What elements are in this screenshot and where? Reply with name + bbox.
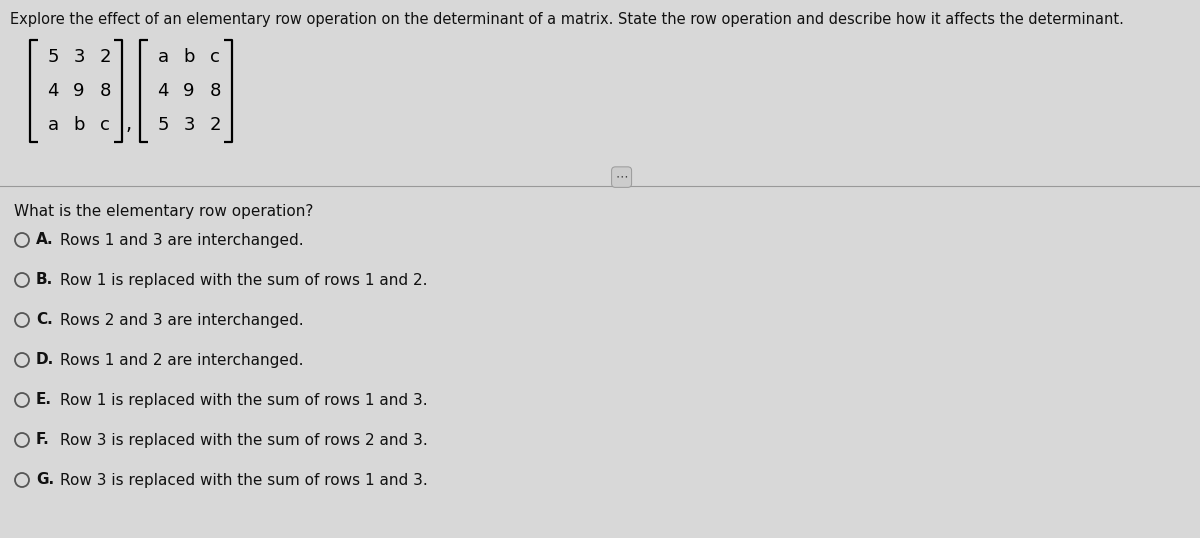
Circle shape (14, 433, 29, 447)
Text: Rows 1 and 3 are interchanged.: Rows 1 and 3 are interchanged. (60, 232, 304, 247)
Text: D.: D. (36, 352, 54, 367)
Text: A.: A. (36, 232, 54, 247)
Text: b: b (73, 116, 85, 134)
Text: a: a (157, 48, 168, 66)
Circle shape (14, 353, 29, 367)
Text: ⋯: ⋯ (616, 171, 628, 183)
Text: Rows 2 and 3 are interchanged.: Rows 2 and 3 are interchanged. (60, 313, 304, 328)
Text: 3: 3 (184, 116, 194, 134)
Text: Row 1 is replaced with the sum of rows 1 and 3.: Row 1 is replaced with the sum of rows 1… (60, 393, 427, 407)
Text: B.: B. (36, 273, 53, 287)
Circle shape (14, 313, 29, 327)
Text: 4: 4 (47, 82, 59, 100)
Text: c: c (100, 116, 110, 134)
Text: 2: 2 (209, 116, 221, 134)
Text: 9: 9 (184, 82, 194, 100)
Text: 5: 5 (47, 48, 59, 66)
Text: 8: 8 (100, 82, 110, 100)
Text: Row 3 is replaced with the sum of rows 1 and 3.: Row 3 is replaced with the sum of rows 1… (60, 472, 427, 487)
Text: 4: 4 (157, 82, 169, 100)
Text: 2: 2 (100, 48, 110, 66)
Text: G.: G. (36, 472, 54, 487)
Text: 8: 8 (209, 82, 221, 100)
Text: Rows 1 and 2 are interchanged.: Rows 1 and 2 are interchanged. (60, 352, 304, 367)
Text: 5: 5 (157, 116, 169, 134)
Text: E.: E. (36, 393, 52, 407)
Circle shape (14, 233, 29, 247)
Text: 3: 3 (73, 48, 85, 66)
Text: 9: 9 (73, 82, 85, 100)
Text: F.: F. (36, 433, 49, 448)
Text: b: b (184, 48, 194, 66)
Circle shape (14, 273, 29, 287)
Text: a: a (48, 116, 59, 134)
Text: Row 3 is replaced with the sum of rows 2 and 3.: Row 3 is replaced with the sum of rows 2… (60, 433, 427, 448)
Text: Explore the effect of an elementary row operation on the determinant of a matrix: Explore the effect of an elementary row … (10, 12, 1124, 27)
Text: Row 1 is replaced with the sum of rows 1 and 2.: Row 1 is replaced with the sum of rows 1… (60, 273, 427, 287)
Text: What is the elementary row operation?: What is the elementary row operation? (14, 203, 313, 218)
Text: ,: , (126, 116, 132, 134)
Circle shape (14, 393, 29, 407)
Text: c: c (210, 48, 220, 66)
Circle shape (14, 473, 29, 487)
Text: C.: C. (36, 313, 53, 328)
